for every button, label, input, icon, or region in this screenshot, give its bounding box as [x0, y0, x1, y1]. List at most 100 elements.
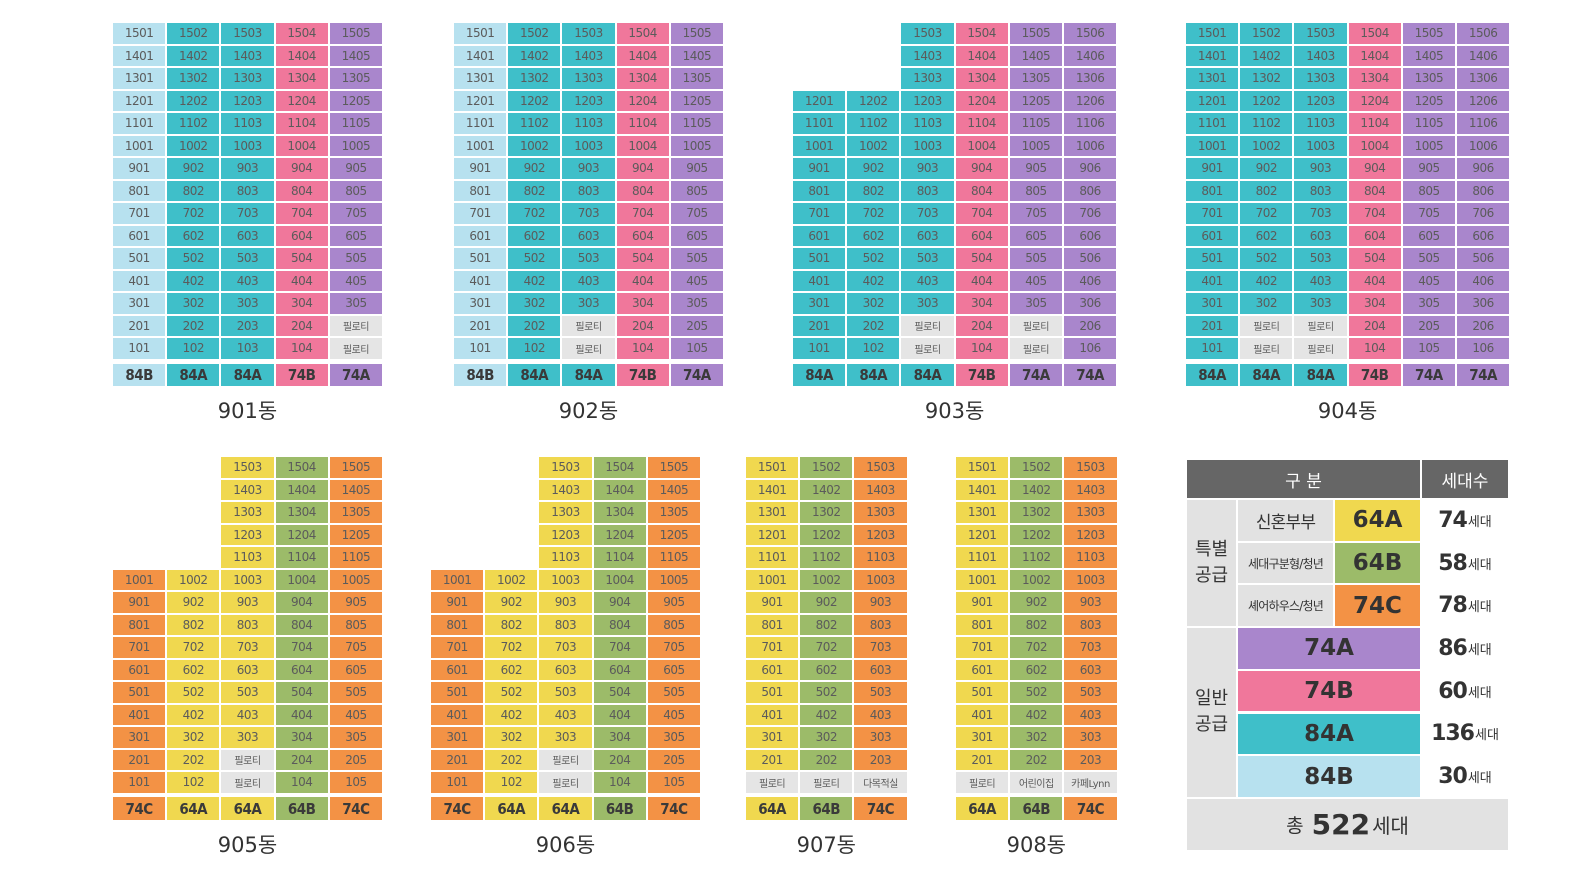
unit-type-swatch: 64B — [1334, 541, 1421, 585]
unit-type-swatch: 74A — [1237, 627, 1421, 670]
unit-count-number: 74 — [1438, 507, 1468, 533]
facility-cell: 필로티 — [1008, 314, 1063, 337]
unit-cell: 706 — [1456, 202, 1511, 225]
unit-cell: 1403 — [1293, 44, 1348, 67]
unit-cell: 402 — [484, 703, 539, 726]
unit-cell: 505 — [1008, 247, 1063, 270]
unit-cell: 1202 — [166, 89, 221, 112]
unit-cell: 301 — [112, 292, 167, 315]
unit-cell: 1004 — [954, 134, 1009, 157]
unit-cell: 204 — [592, 748, 647, 771]
unit-cell: 801 — [955, 613, 1010, 636]
unit-cell: 602 — [166, 224, 221, 247]
unit-cell: 402 — [507, 269, 562, 292]
unit-cell: 202 — [166, 748, 221, 771]
unit-cell: 505 — [1401, 247, 1456, 270]
unit-cell: 1001 — [112, 568, 167, 591]
unit-cell: 801 — [112, 613, 167, 636]
unit-cell: 1202 — [1239, 89, 1294, 112]
facility-cell: 카페Lynn — [1063, 771, 1118, 794]
unit-cell: 1202 — [846, 89, 901, 112]
unit-cell: 902 — [507, 157, 562, 180]
unit-cell: 1203 — [1063, 523, 1118, 546]
facility-cell: 필로티 — [1008, 337, 1063, 360]
unit-cell: 905 — [1008, 157, 1063, 180]
unit-cell: 705 — [646, 636, 701, 659]
unit-cell: 201 — [955, 748, 1010, 771]
unit-cell: 204 — [1347, 314, 1402, 337]
unit-cell: 903 — [220, 591, 275, 614]
unit-cell: 1101 — [955, 546, 1010, 569]
unit-cell: 1205 — [1008, 89, 1063, 112]
unit-type-label: 64B — [1009, 796, 1064, 821]
unit-cell: 1305 — [1401, 67, 1456, 90]
unit-cell: 603 — [538, 658, 593, 681]
unit-cell: 1502 — [166, 22, 221, 45]
unit-cell: 1302 — [799, 501, 854, 524]
unit-cell: 1201 — [1185, 89, 1240, 112]
unit-cell: 1001 — [745, 568, 800, 591]
unit-type-label: 74A — [1063, 363, 1118, 387]
unit-cell: 1101 — [112, 112, 167, 135]
unit-cell: 603 — [1293, 224, 1348, 247]
unit-cell: 601 — [1185, 224, 1240, 247]
unit-cell: 603 — [853, 658, 908, 681]
unit-cell: 802 — [507, 179, 562, 202]
unit-cell: 1005 — [1401, 134, 1456, 157]
unit-cell: 1203 — [538, 523, 593, 546]
unit-cell: 704 — [592, 636, 647, 659]
unit-cell: 901 — [453, 157, 508, 180]
unit-cell: 1204 — [274, 523, 329, 546]
building-name: 907동 — [796, 833, 856, 857]
unit-cell: 1002 — [484, 568, 539, 591]
unit-cell: 606 — [1063, 224, 1118, 247]
unit-cell: 303 — [1063, 726, 1118, 749]
unit-cell: 804 — [592, 613, 647, 636]
unit-cell: 706 — [1063, 202, 1118, 225]
unit-cell: 603 — [1063, 658, 1118, 681]
unit-cell: 602 — [507, 224, 562, 247]
header-count: 세대수 — [1421, 459, 1509, 499]
unit-cell: 405 — [328, 269, 383, 292]
unit-cell: 905 — [328, 157, 383, 180]
unit-cell: 102 — [166, 771, 221, 794]
unit-cell: 1406 — [1456, 44, 1511, 67]
unit-cell: 703 — [1063, 636, 1118, 659]
unit-cell: 802 — [1239, 179, 1294, 202]
unit-cell: 1004 — [592, 568, 647, 591]
unit-type-label: 74C — [430, 796, 485, 821]
unit-cell: 1503 — [220, 456, 275, 479]
unit-cell: 104 — [954, 337, 1009, 360]
unit-cell: 1304 — [274, 501, 329, 524]
unit-cell: 105 — [646, 771, 701, 794]
unit-cell: 904 — [274, 591, 329, 614]
unit-count: 78 세대 — [1421, 584, 1509, 628]
unit-cell: 301 — [955, 726, 1010, 749]
unit-cell: 303 — [220, 726, 275, 749]
unit-cell: 1303 — [538, 501, 593, 524]
unit-cell: 204 — [274, 748, 329, 771]
unit-cell: 1402 — [507, 44, 562, 67]
unit-cell: 502 — [166, 681, 221, 704]
facility-cell: 필로티 — [561, 314, 616, 337]
unit-cell: 401 — [430, 703, 485, 726]
unit-cell: 1001 — [430, 568, 485, 591]
unit-type-swatch: 84B — [1237, 755, 1421, 798]
unit-count-number: 86 — [1438, 635, 1468, 661]
unit-type-label: 74C — [853, 796, 908, 821]
unit-cell: 102 — [507, 337, 562, 360]
unit-cell: 1301 — [955, 501, 1010, 524]
unit-cell: 1403 — [1063, 478, 1118, 501]
unit-cell: 704 — [615, 202, 670, 225]
unit-cell: 602 — [1239, 224, 1294, 247]
unit-cell: 1003 — [853, 568, 908, 591]
unit-cell: 1204 — [592, 523, 647, 546]
unit-cell: 503 — [1063, 681, 1118, 704]
unit-cell: 803 — [1063, 613, 1118, 636]
unit-cell: 1001 — [453, 134, 508, 157]
unit-cell: 703 — [853, 636, 908, 659]
unit-cell: 1304 — [592, 501, 647, 524]
unit-type-swatch: 84A — [1237, 712, 1421, 756]
unit-cell: 1201 — [955, 523, 1010, 546]
unit-cell: 402 — [166, 269, 221, 292]
